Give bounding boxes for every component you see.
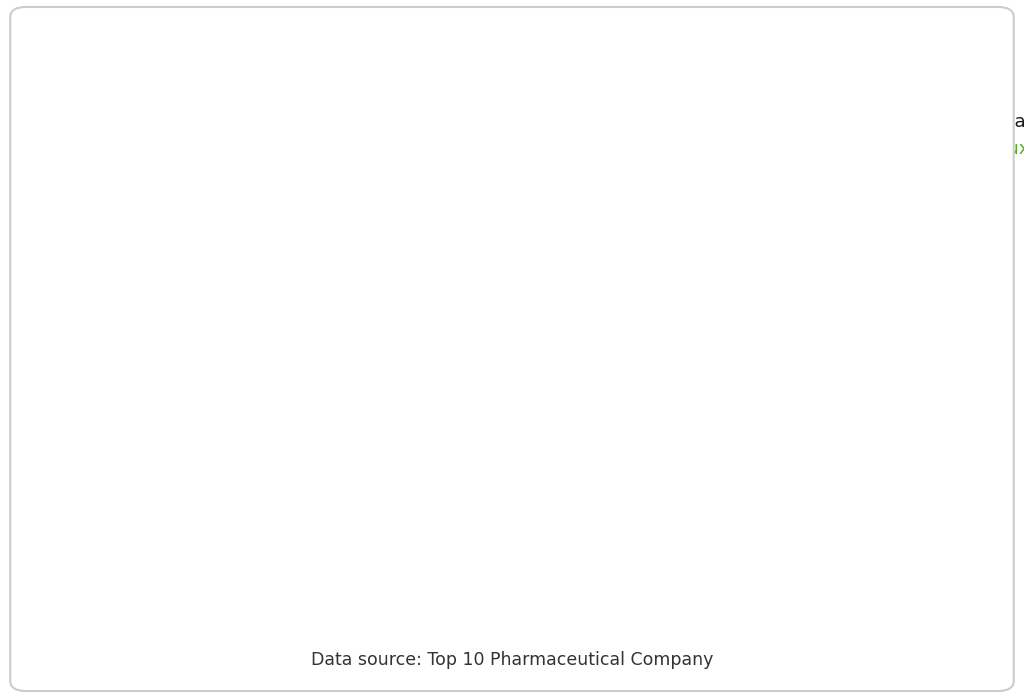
Text: Data source: Top 10 Pharmaceutical Company: Data source: Top 10 Pharmaceutical Compa… xyxy=(311,651,713,669)
Y-axis label: dF/F: dF/F xyxy=(202,311,221,352)
Legend: Thallos AM, FluxOR dye: Thallos AM, FluxOR dye xyxy=(962,113,1024,158)
X-axis label: [uM]: [uM] xyxy=(536,608,591,628)
